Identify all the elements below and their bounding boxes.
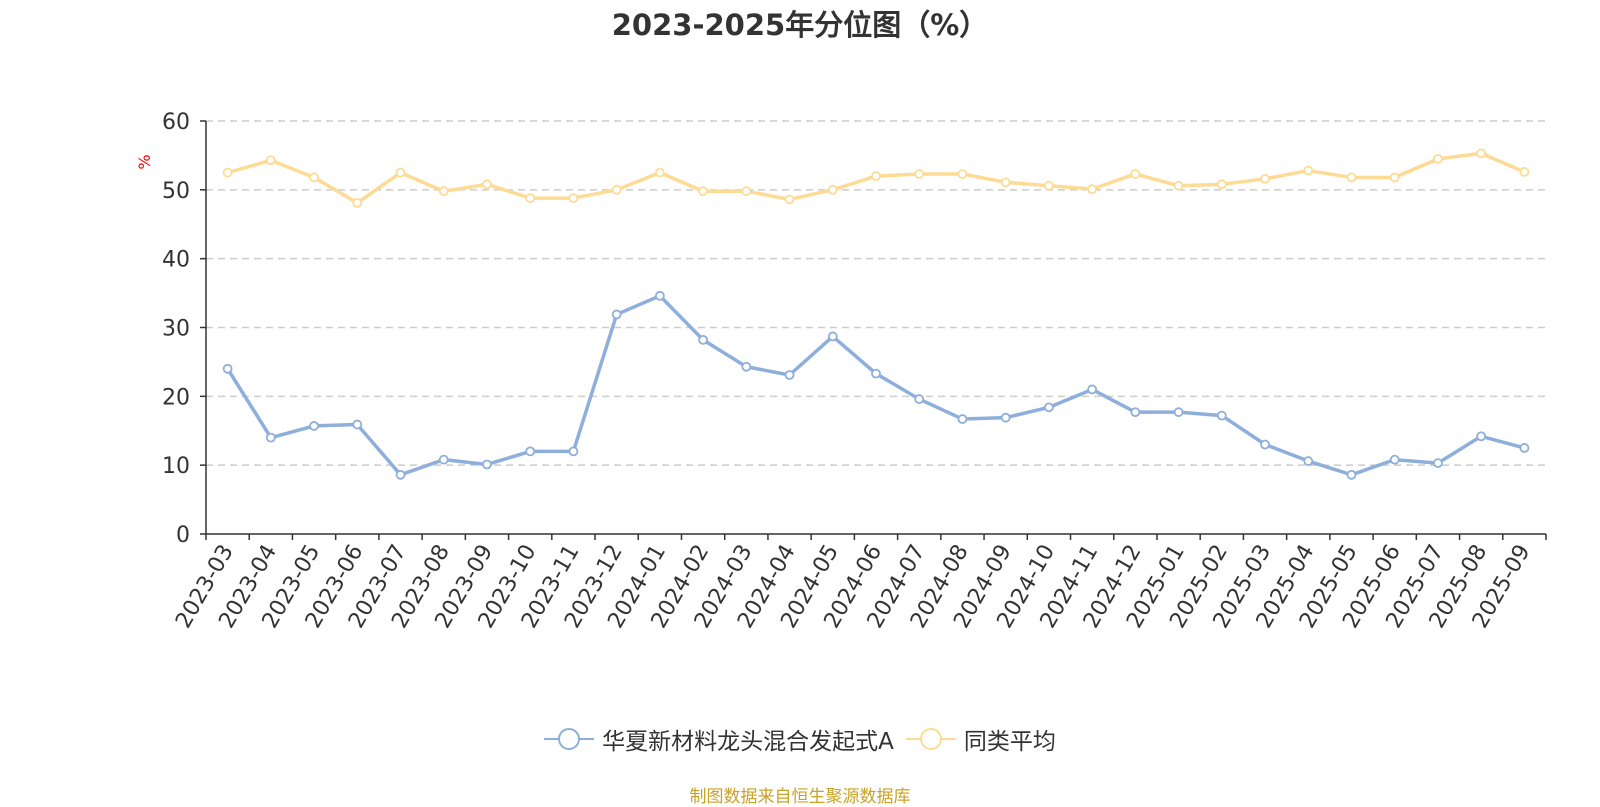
data-point[interactable]: [1346, 172, 1357, 183]
data-point[interactable]: [265, 432, 276, 443]
data-point[interactable]: [827, 331, 838, 342]
data-point[interactable]: [1087, 184, 1098, 195]
data-point[interactable]: [1476, 431, 1487, 442]
y-tick-label: 40: [162, 248, 190, 273]
data-point[interactable]: [654, 167, 665, 178]
chart-title: 2023-2025年分位图（%）: [611, 8, 989, 42]
data-point[interactable]: [914, 394, 925, 404]
data-point[interactable]: [265, 155, 276, 166]
data-point[interactable]: [222, 363, 233, 374]
data-point[interactable]: [1173, 180, 1184, 191]
data-point[interactable]: [1519, 443, 1530, 453]
data-point[interactable]: [914, 169, 925, 179]
data-point[interactable]: [482, 459, 492, 470]
data-point[interactable]: [1346, 469, 1357, 480]
data-point[interactable]: [309, 421, 319, 431]
legend-label: 同类平均: [963, 729, 1056, 755]
series-1: [222, 290, 1530, 480]
data-point[interactable]: [784, 194, 795, 205]
data-point[interactable]: [1216, 179, 1227, 190]
data-point[interactable]: [352, 419, 363, 430]
y-tick-label: 30: [162, 317, 190, 342]
data-point[interactable]: [1303, 165, 1314, 176]
data-point[interactable]: [438, 186, 449, 197]
data-point[interactable]: [1476, 148, 1487, 159]
legend: 华夏新材料龙头混合发起式A 同类平均: [0, 722, 1600, 756]
data-point[interactable]: [1519, 167, 1530, 177]
data-point[interactable]: [1000, 177, 1011, 188]
y-tick-label: 20: [162, 385, 190, 410]
data-point[interactable]: [784, 370, 795, 380]
data-point[interactable]: [482, 179, 492, 190]
data-point[interactable]: [1087, 384, 1098, 395]
series-2: [222, 148, 1530, 208]
data-point[interactable]: [1216, 410, 1227, 421]
data-point[interactable]: [1130, 169, 1141, 179]
source-note: 制图数据来自恒生聚源数据库: [689, 787, 911, 807]
data-point[interactable]: [1044, 180, 1054, 191]
y-tick-label: 60: [162, 110, 190, 135]
data-point[interactable]: [957, 414, 968, 424]
data-point[interactable]: [1173, 407, 1184, 418]
data-point[interactable]: [568, 446, 579, 457]
legend-label: 华夏新材料龙头混合发起式A: [602, 729, 894, 755]
y-tick-label: 0: [176, 523, 190, 548]
data-point[interactable]: [395, 167, 406, 178]
legend-marker-icon: [544, 728, 595, 750]
data-point[interactable]: [1260, 173, 1270, 184]
data-point[interactable]: [611, 184, 622, 195]
data-point[interactable]: [1433, 458, 1443, 469]
data-point[interactable]: [741, 186, 752, 197]
data-point[interactable]: [611, 309, 622, 320]
y-axis-unit-label: %: [135, 154, 154, 169]
data-point[interactable]: [1433, 153, 1443, 164]
data-point[interactable]: [222, 167, 233, 178]
data-point[interactable]: [1044, 402, 1054, 413]
series-layer: [222, 148, 1530, 480]
data-point[interactable]: [395, 469, 406, 480]
data-point[interactable]: [1389, 454, 1400, 465]
data-point[interactable]: [871, 171, 881, 181]
data-point[interactable]: [1389, 172, 1400, 183]
data-point[interactable]: [741, 361, 752, 372]
data-point[interactable]: [525, 193, 536, 203]
data-point[interactable]: [525, 446, 536, 457]
data-point[interactable]: [1000, 412, 1011, 423]
data-point[interactable]: [871, 368, 881, 379]
data-point[interactable]: [1303, 456, 1314, 466]
data-point[interactable]: [654, 290, 665, 301]
legend-marker-icon: [905, 728, 956, 750]
data-point[interactable]: [698, 186, 708, 197]
data-point[interactable]: [1130, 407, 1141, 418]
data-point[interactable]: [438, 454, 449, 465]
series-line: [226, 294, 1525, 477]
data-point[interactable]: [957, 169, 968, 179]
data-point[interactable]: [352, 198, 363, 208]
data-point[interactable]: [698, 334, 708, 345]
data-point[interactable]: [568, 193, 579, 203]
data-point[interactable]: [309, 172, 319, 183]
legend-item-1[interactable]: 华夏新材料龙头混合发起式A: [544, 722, 894, 756]
y-tick-label: 50: [162, 179, 190, 204]
y-tick-label: 10: [162, 454, 190, 479]
data-point[interactable]: [827, 184, 838, 195]
data-point[interactable]: [1260, 439, 1270, 450]
legend-item-2[interactable]: 同类平均: [905, 722, 1056, 756]
